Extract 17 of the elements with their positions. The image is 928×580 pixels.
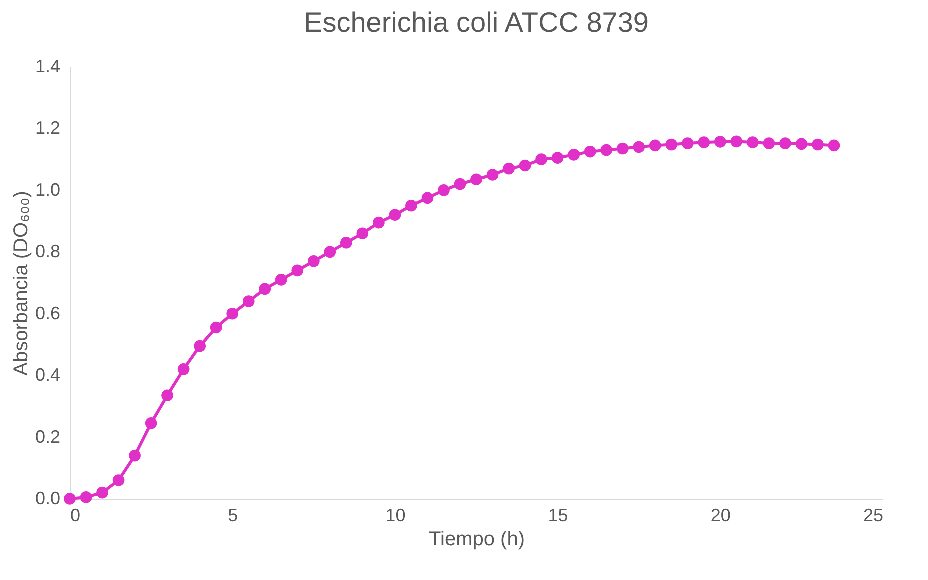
y-tick-label: 1.4	[35, 56, 60, 76]
chart-title: Escherichia coli ATCC 8739	[304, 7, 649, 38]
y-tick-label: 1.2	[35, 118, 60, 138]
x-tick-label: 15	[548, 506, 568, 526]
y-axis-title: Absorbancia (DO₆₀₀)	[10, 191, 32, 376]
x-tick-label: 20	[710, 506, 731, 526]
x-tick-label: 0	[70, 506, 81, 526]
x-axis-title: Tiempo (h)	[429, 528, 525, 550]
y-tick-label: 0.4	[35, 365, 60, 386]
y-tick-label: 0.8	[35, 242, 60, 262]
x-tick-label: 10	[386, 506, 406, 526]
x-tick-label: 25	[863, 506, 884, 526]
y-tick-label: 0.6	[35, 303, 60, 324]
x-tick-label: 5	[228, 506, 238, 526]
y-tick-label: 0.0	[35, 488, 60, 508]
y-tick-label: 1.0	[35, 180, 60, 200]
y-tick-label: 0.2	[35, 426, 60, 447]
